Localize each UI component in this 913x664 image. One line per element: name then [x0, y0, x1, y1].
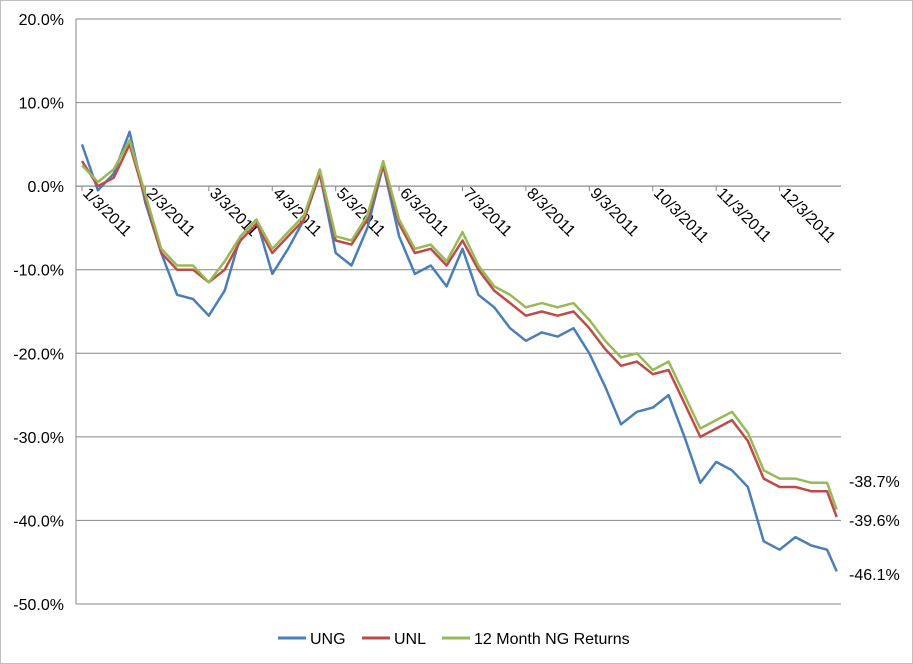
y-tick-label: -10.0% [13, 263, 64, 280]
series-line-12-month-ng-returns [81, 138, 838, 511]
x-tick-label: 10/3/2011 [650, 185, 712, 247]
y-tick-label: 20.0% [19, 12, 64, 29]
y-tick-label: -50.0% [13, 597, 64, 614]
legend: UNG UNL 12 Month NG Returns [278, 631, 630, 648]
legend-label: UNL [394, 631, 426, 648]
x-tick-label: 8/3/2011 [523, 185, 578, 240]
legend-label: UNG [310, 631, 346, 648]
y-tick-label: -20.0% [13, 346, 64, 363]
x-tick-label: 1/3/2011 [79, 185, 134, 240]
x-tick-label: 11/3/2011 [713, 185, 774, 246]
end-value-label: -38.7% [849, 474, 900, 491]
legend-label: 12 Month NG Returns [474, 631, 630, 648]
x-tick-label: 12/3/2011 [777, 185, 839, 247]
end-value-label: -39.6% [849, 513, 900, 530]
x-tick-label: 9/3/2011 [587, 185, 642, 240]
series-line-ung [80, 130, 838, 572]
end-value-label: -46.1% [849, 567, 900, 584]
y-tick-label: -30.0% [13, 430, 64, 447]
y-tick-label: 0.0% [28, 179, 64, 196]
x-tick-label: 7/3/2011 [460, 185, 515, 240]
y-tick-label: -40.0% [13, 513, 64, 530]
y-tick-label: 10.0% [19, 96, 64, 113]
series-lines [80, 130, 838, 572]
x-tick-label: 3/3/2011 [206, 185, 261, 240]
end-labels: -38.7% -39.6% -46.1% [849, 474, 900, 584]
gridlines [75, 18, 841, 605]
y-axis: 20.0% 10.0% 0.0% -10.0% -20.0% -30.0% -40.0% -5… [13, 12, 64, 614]
